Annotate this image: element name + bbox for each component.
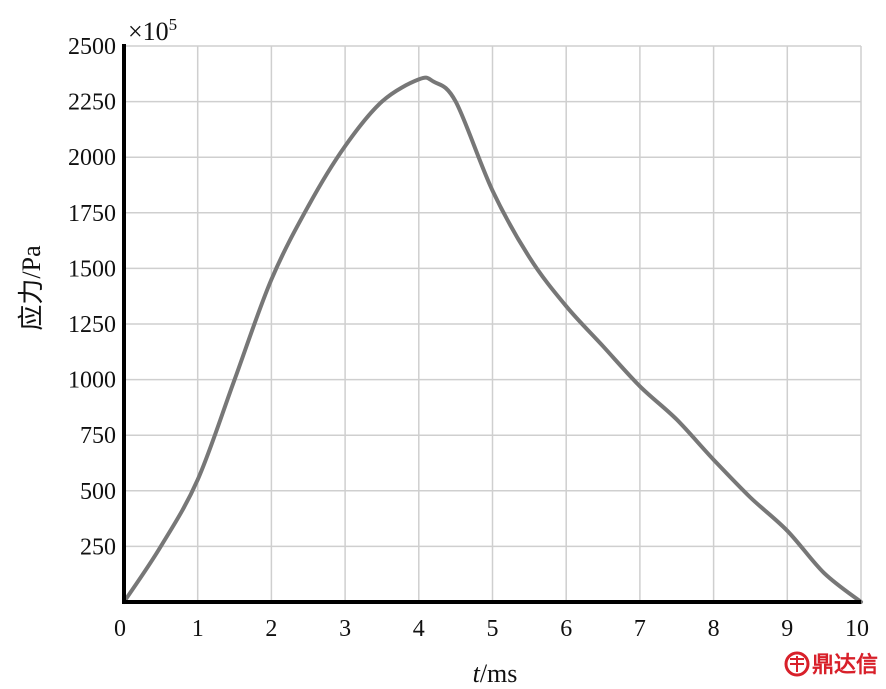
x-tick-label-0: 0 bbox=[114, 616, 126, 642]
x-tick-label-7: 7 bbox=[634, 616, 646, 642]
x-tick-labels: 0 1 2 3 4 5 6 7 8 9 10 bbox=[114, 616, 869, 642]
x-tick-label-10: 10 bbox=[845, 616, 869, 642]
y-tick-label-7: 2000 bbox=[68, 145, 116, 171]
x-axis-title: t/ms bbox=[473, 659, 518, 688]
grid bbox=[124, 45, 862, 602]
x-tick-label-9: 9 bbox=[781, 616, 793, 642]
x-tick-label-1: 1 bbox=[192, 616, 204, 642]
y-tick-label-9: 2500 bbox=[68, 34, 116, 60]
y-tick-label-4: 1250 bbox=[68, 312, 116, 338]
y-tick-label-5: 1500 bbox=[68, 256, 116, 282]
y-tick-label-2: 750 bbox=[80, 423, 116, 449]
x-tick-label-4: 4 bbox=[413, 616, 425, 642]
watermark-text: 鼎达信 bbox=[812, 652, 878, 678]
x-tick-label-8: 8 bbox=[708, 616, 720, 642]
y-tick-label-3: 1000 bbox=[68, 368, 116, 394]
y-axis-title: 应力/Pa bbox=[17, 245, 46, 331]
y-tick-label-1: 500 bbox=[80, 479, 116, 505]
y-tick-label-6: 1750 bbox=[68, 201, 116, 227]
y-scale-multiplier: ×105 bbox=[128, 15, 177, 46]
y-tick-label-8: 2250 bbox=[68, 90, 116, 116]
axes bbox=[122, 44, 861, 604]
x-tick-label-5: 5 bbox=[487, 616, 499, 642]
x-tick-label-2: 2 bbox=[265, 616, 277, 642]
series-line-0 bbox=[122, 75, 863, 604]
x-tick-label-3: 3 bbox=[339, 616, 351, 642]
y-tick-label-0: 250 bbox=[80, 534, 116, 560]
x-tick-label-6: 6 bbox=[560, 616, 572, 642]
watermark-logo: 鼎达信 bbox=[784, 651, 878, 678]
plot-area bbox=[122, 75, 863, 604]
y-tick-labels: 250 500 750 1000 1250 1500 1750 2000 2250 2500 bbox=[68, 34, 116, 560]
